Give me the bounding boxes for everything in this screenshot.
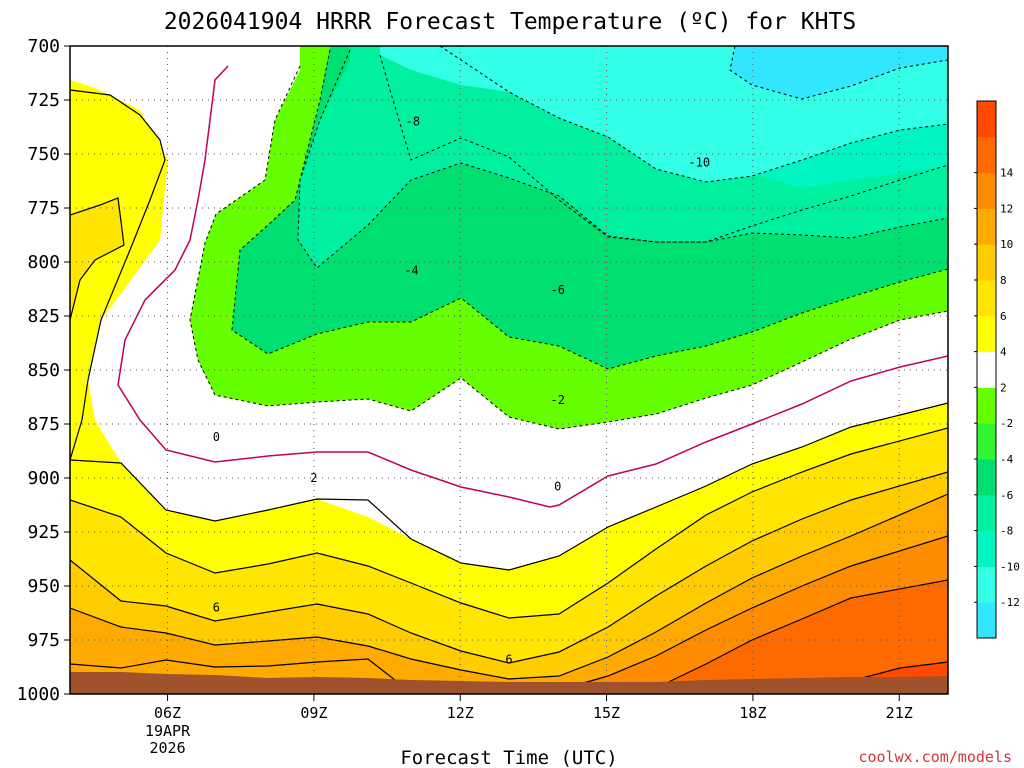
contour-2-upper-left [70,89,166,461]
y-tick-label: 850 [27,360,60,381]
x-date-label: 2026 [149,739,185,757]
colorbar-swatch [977,459,996,496]
x-tick-label: 18Z [739,704,766,722]
x-tick-label: 06Z [154,704,181,722]
credit-link[interactable]: coolwx.com/models [858,748,1012,766]
contour-minus8 [379,54,948,243]
contour-2 [70,402,948,571]
contour-label: 2 [310,471,317,485]
contour-labels: -8 -10 -4 -6 -2 0 2 0 6 6 [213,115,710,667]
colorbar-label: 14 [1000,167,1014,180]
contour-label: 0 [554,480,561,494]
colorbar-swatch [977,208,996,245]
contour-minus4 [231,49,948,370]
x-tick-label: 12Z [447,704,474,722]
colorbar-swatch [977,494,996,532]
contour-0 [117,65,948,508]
colorbar-swatch [977,602,996,639]
y-tick-label: 1000 [17,684,60,705]
contour-label: -2 [551,393,565,407]
y-tick-label: 800 [27,252,60,273]
contour-label: 6 [505,652,512,666]
y-tick-label: 975 [27,630,60,651]
colorbar-swatch [977,351,996,388]
colorbar-label: -12 [1000,596,1020,609]
x-tick-label: 09Z [300,704,327,722]
contour-minus12 [729,46,948,100]
y-tick-label: 950 [27,576,60,597]
colorbar-label: 10 [1000,238,1013,251]
grid [70,45,948,695]
x-tick-label: 21Z [886,704,913,722]
colorbar-label: -2 [1000,417,1013,430]
colorbar-label: -4 [1000,453,1014,466]
contour-4 [70,427,948,619]
plot-area [70,46,948,694]
colorbar-label: -8 [1000,525,1013,538]
contour-minus2 [189,65,948,430]
contour-10 [70,535,948,691]
colorbar-frame [976,100,997,639]
chart-title: 2026041904 HRRR Forecast Temperature (ºC… [164,9,856,35]
colorbar-swatch [977,136,996,174]
contour-12 [655,579,948,689]
y-tick-label: 900 [27,468,60,489]
colorbar-label: 6 [1000,310,1007,323]
y-tick-label: 925 [27,522,60,543]
contour-label: 0 [213,430,220,444]
colorbar: -12 -10 -8 -6 -4 -2 2 4 6 8 10 12 14 [974,100,1020,639]
contour-label: -4 [404,264,418,278]
contour-6 [70,471,948,664]
zero-contours [117,65,948,508]
y-tick-label: 725 [27,90,60,111]
y-axis: 700 725 750 775 800 825 850 875 900 925 950 975 1000 [17,36,70,705]
band-minus14-minus12 [730,46,948,99]
contour-4-upper-left [70,197,125,321]
colorbar-swatch [977,566,996,603]
x-axis-label: Forecast Time (UTC) [400,747,617,768]
colorbar-label: -10 [1000,560,1020,573]
colorbar-swatch [977,244,996,281]
colorbar-label: 4 [1000,346,1007,359]
contour-label: 6 [213,601,220,615]
colorbar-swatch [977,423,996,460]
colorbar-swatch [977,101,996,138]
band-2-4-upper-left [70,90,165,460]
negative-contours [189,46,948,430]
y-tick-label: 875 [27,414,60,435]
colorbar-swatch [977,172,996,209]
colorbar-swatch [977,387,996,424]
contour-label: -8 [406,115,420,129]
colorbar-swatch [977,280,996,317]
x-date-label: 19APR [145,722,191,740]
contour-label: -6 [551,283,565,297]
solid-contours [70,89,948,694]
contour-minus10 [439,46,948,183]
terrain [70,672,948,694]
colorbar-label: 12 [1000,202,1013,215]
contour-label: -10 [688,156,710,170]
colorbar-label: 8 [1000,274,1007,287]
y-tick-label: 825 [27,306,60,327]
y-tick-label: 700 [27,36,60,57]
colorbar-swatch [977,315,996,353]
x-tick-label: 15Z [593,704,620,722]
colorbar-swatch [977,530,996,567]
colorbar-label: 2 [1000,381,1007,394]
band-12-14 [656,580,948,694]
y-tick-label: 775 [27,198,60,219]
band-4-6-upper-left [70,198,124,320]
y-tick-label: 750 [27,144,60,165]
colorbar-label: -6 [1000,489,1013,502]
contour-8 [70,493,948,680]
